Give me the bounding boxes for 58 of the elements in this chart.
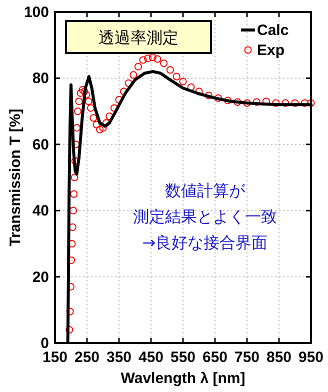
y-tick-label: 0 bbox=[40, 335, 49, 352]
annotation: 透過率測定 bbox=[98, 28, 178, 47]
point bbox=[87, 104, 95, 112]
point bbox=[160, 60, 168, 68]
point bbox=[272, 99, 280, 107]
point bbox=[300, 99, 308, 107]
annotation: 測定結果とよく一致 bbox=[133, 207, 277, 226]
point bbox=[187, 83, 195, 91]
point bbox=[75, 98, 83, 106]
x-tick-label: 750 bbox=[234, 349, 260, 366]
y-tick-label: 100 bbox=[24, 4, 49, 21]
x-tick-label: 850 bbox=[266, 349, 292, 366]
x-tick-label: 450 bbox=[138, 349, 164, 366]
point bbox=[144, 54, 152, 62]
x-tick-label: 650 bbox=[202, 349, 228, 366]
point bbox=[214, 94, 222, 102]
point bbox=[96, 126, 104, 134]
x-axis-title: Wavlength λ [nm] bbox=[120, 370, 246, 387]
annotation: →良好な接合界面 bbox=[142, 233, 268, 252]
point bbox=[224, 96, 232, 104]
x-tick-label: 950 bbox=[298, 349, 324, 366]
point bbox=[282, 99, 290, 107]
point bbox=[74, 108, 82, 116]
point bbox=[291, 99, 299, 107]
point bbox=[307, 99, 315, 107]
point bbox=[172, 72, 180, 80]
point bbox=[179, 78, 187, 86]
legend-label: Calc bbox=[257, 22, 289, 39]
point bbox=[139, 56, 147, 64]
point bbox=[70, 174, 78, 182]
point bbox=[70, 190, 78, 198]
point bbox=[69, 206, 78, 214]
point bbox=[204, 92, 212, 100]
point bbox=[84, 98, 92, 106]
point bbox=[66, 326, 74, 334]
point bbox=[92, 120, 100, 128]
x-tick-label: 250 bbox=[74, 349, 100, 366]
point bbox=[80, 88, 88, 96]
point bbox=[243, 99, 251, 107]
point bbox=[134, 62, 142, 70]
point bbox=[90, 114, 98, 122]
point bbox=[252, 98, 260, 106]
y-tick-label: 80 bbox=[32, 70, 49, 88]
y-tick-label: 20 bbox=[32, 268, 49, 286]
y-axis-title: Transmission T [%] bbox=[7, 108, 24, 246]
legend-label: Exp bbox=[257, 42, 285, 59]
x-tick-label: 350 bbox=[106, 349, 132, 366]
y-tick-label: 60 bbox=[32, 136, 49, 154]
x-tick-label: 150 bbox=[42, 349, 68, 366]
point bbox=[166, 66, 174, 74]
x-tick-label: 550 bbox=[170, 349, 196, 366]
annotation: 数値計算が bbox=[165, 181, 246, 200]
point bbox=[154, 55, 162, 63]
point bbox=[76, 89, 84, 97]
point bbox=[130, 71, 138, 79]
point bbox=[234, 98, 242, 106]
y-tick-label: 40 bbox=[32, 202, 49, 220]
point bbox=[148, 54, 156, 62]
